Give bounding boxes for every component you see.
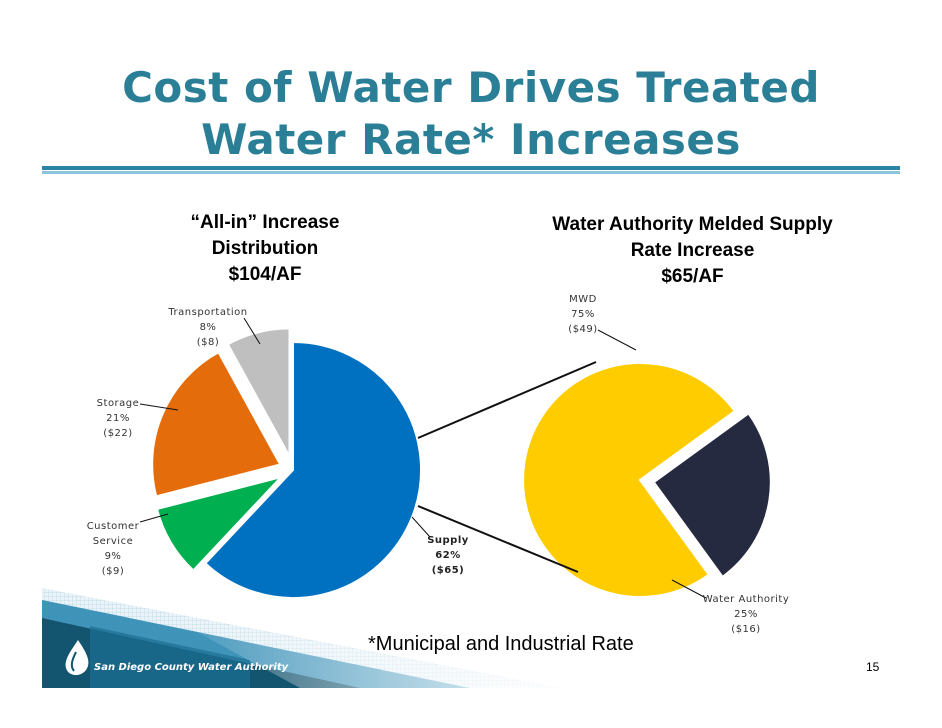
chart2-title-line-3: $65/AF	[661, 266, 724, 287]
label-mwd-percent: 75%	[571, 309, 595, 320]
leader-lines	[139, 317, 707, 599]
pie-slice-storage	[151, 350, 282, 498]
chart1-title-line-3: $104/AF	[228, 264, 302, 285]
label-storage-percent: 21%	[106, 413, 130, 424]
label-transportation-percent: 8%	[199, 322, 217, 333]
connector-bottom	[417, 505, 579, 573]
label-customer-service: Customer Service 9% ($9)	[84, 519, 142, 579]
label-water-authority-percent: 25%	[734, 609, 758, 620]
label-transportation-amount: ($8)	[196, 337, 220, 348]
chart2-title-line-1: Water Authority Melded Supply	[552, 214, 833, 235]
title-line-1: Cost of Water Drives Treated	[122, 63, 820, 112]
connector-top	[417, 361, 597, 439]
label-supply-percent: 62%	[435, 550, 461, 561]
page-number: 15	[866, 660, 880, 674]
label-customer-service-amount: ($9)	[101, 566, 125, 577]
label-mwd: MWD 75% ($49)	[555, 292, 611, 337]
pie-slice-transportation	[226, 327, 291, 457]
chart1-title-line-2: Distribution	[211, 238, 319, 259]
leader-supply	[411, 516, 431, 538]
chart2-title-line-2: Rate Increase	[630, 240, 755, 261]
chart2-title: Water Authority Melded Supply Rate Incre…	[520, 212, 865, 290]
label-transportation: Transportation 8% ($8)	[163, 305, 253, 350]
chart1-title-line-1: “All-in” Increase	[190, 212, 340, 233]
distribution-pie	[151, 327, 422, 599]
label-storage-amount: ($22)	[103, 428, 133, 439]
title-line-2: Water Rate* Increases	[201, 115, 741, 164]
label-customer-service-name-2: Service	[92, 536, 134, 547]
leader-water-authority	[671, 579, 707, 599]
leader-storage	[139, 403, 179, 411]
slide-title: Cost of Water Drives Treated Water Rate*…	[0, 62, 942, 166]
label-transportation-name: Transportation	[168, 307, 248, 318]
label-supply: Supply 62% ($65)	[420, 533, 476, 578]
water-authority-logo: San Diego County Water Authority	[65, 640, 289, 676]
label-supply-amount: ($65)	[431, 565, 465, 576]
footer-band	[42, 588, 560, 688]
label-water-authority-name: Water Authority	[702, 594, 790, 605]
label-customer-service-percent: 9%	[104, 551, 122, 562]
logo-text: San Diego County Water Authority	[94, 662, 289, 673]
leader-customer-service	[139, 513, 169, 523]
pie-slice-mwd	[522, 362, 737, 598]
chart1-title: “All-in” Increase Distribution $104/AF	[150, 210, 380, 288]
footnote: *Municipal and Industrial Rate	[368, 633, 634, 655]
leader-mwd	[597, 329, 637, 351]
label-storage-name: Storage	[96, 398, 140, 409]
pie-slice-water-authority	[652, 412, 772, 579]
label-mwd-amount: ($49)	[568, 324, 598, 335]
title-rule-light	[42, 171, 900, 174]
title-rule	[42, 166, 900, 170]
melded-supply-pie	[522, 362, 772, 598]
label-mwd-name: MWD	[569, 294, 597, 305]
label-customer-service-name-1: Customer	[86, 521, 140, 532]
label-storage: Storage 21% ($22)	[90, 396, 146, 441]
label-water-authority: Water Authority 25% ($16)	[700, 592, 792, 637]
label-water-authority-amount: ($16)	[731, 624, 761, 635]
leader-transportation	[243, 317, 261, 345]
label-supply-name: Supply	[427, 535, 469, 546]
pie-slice-customer-service	[155, 475, 285, 572]
